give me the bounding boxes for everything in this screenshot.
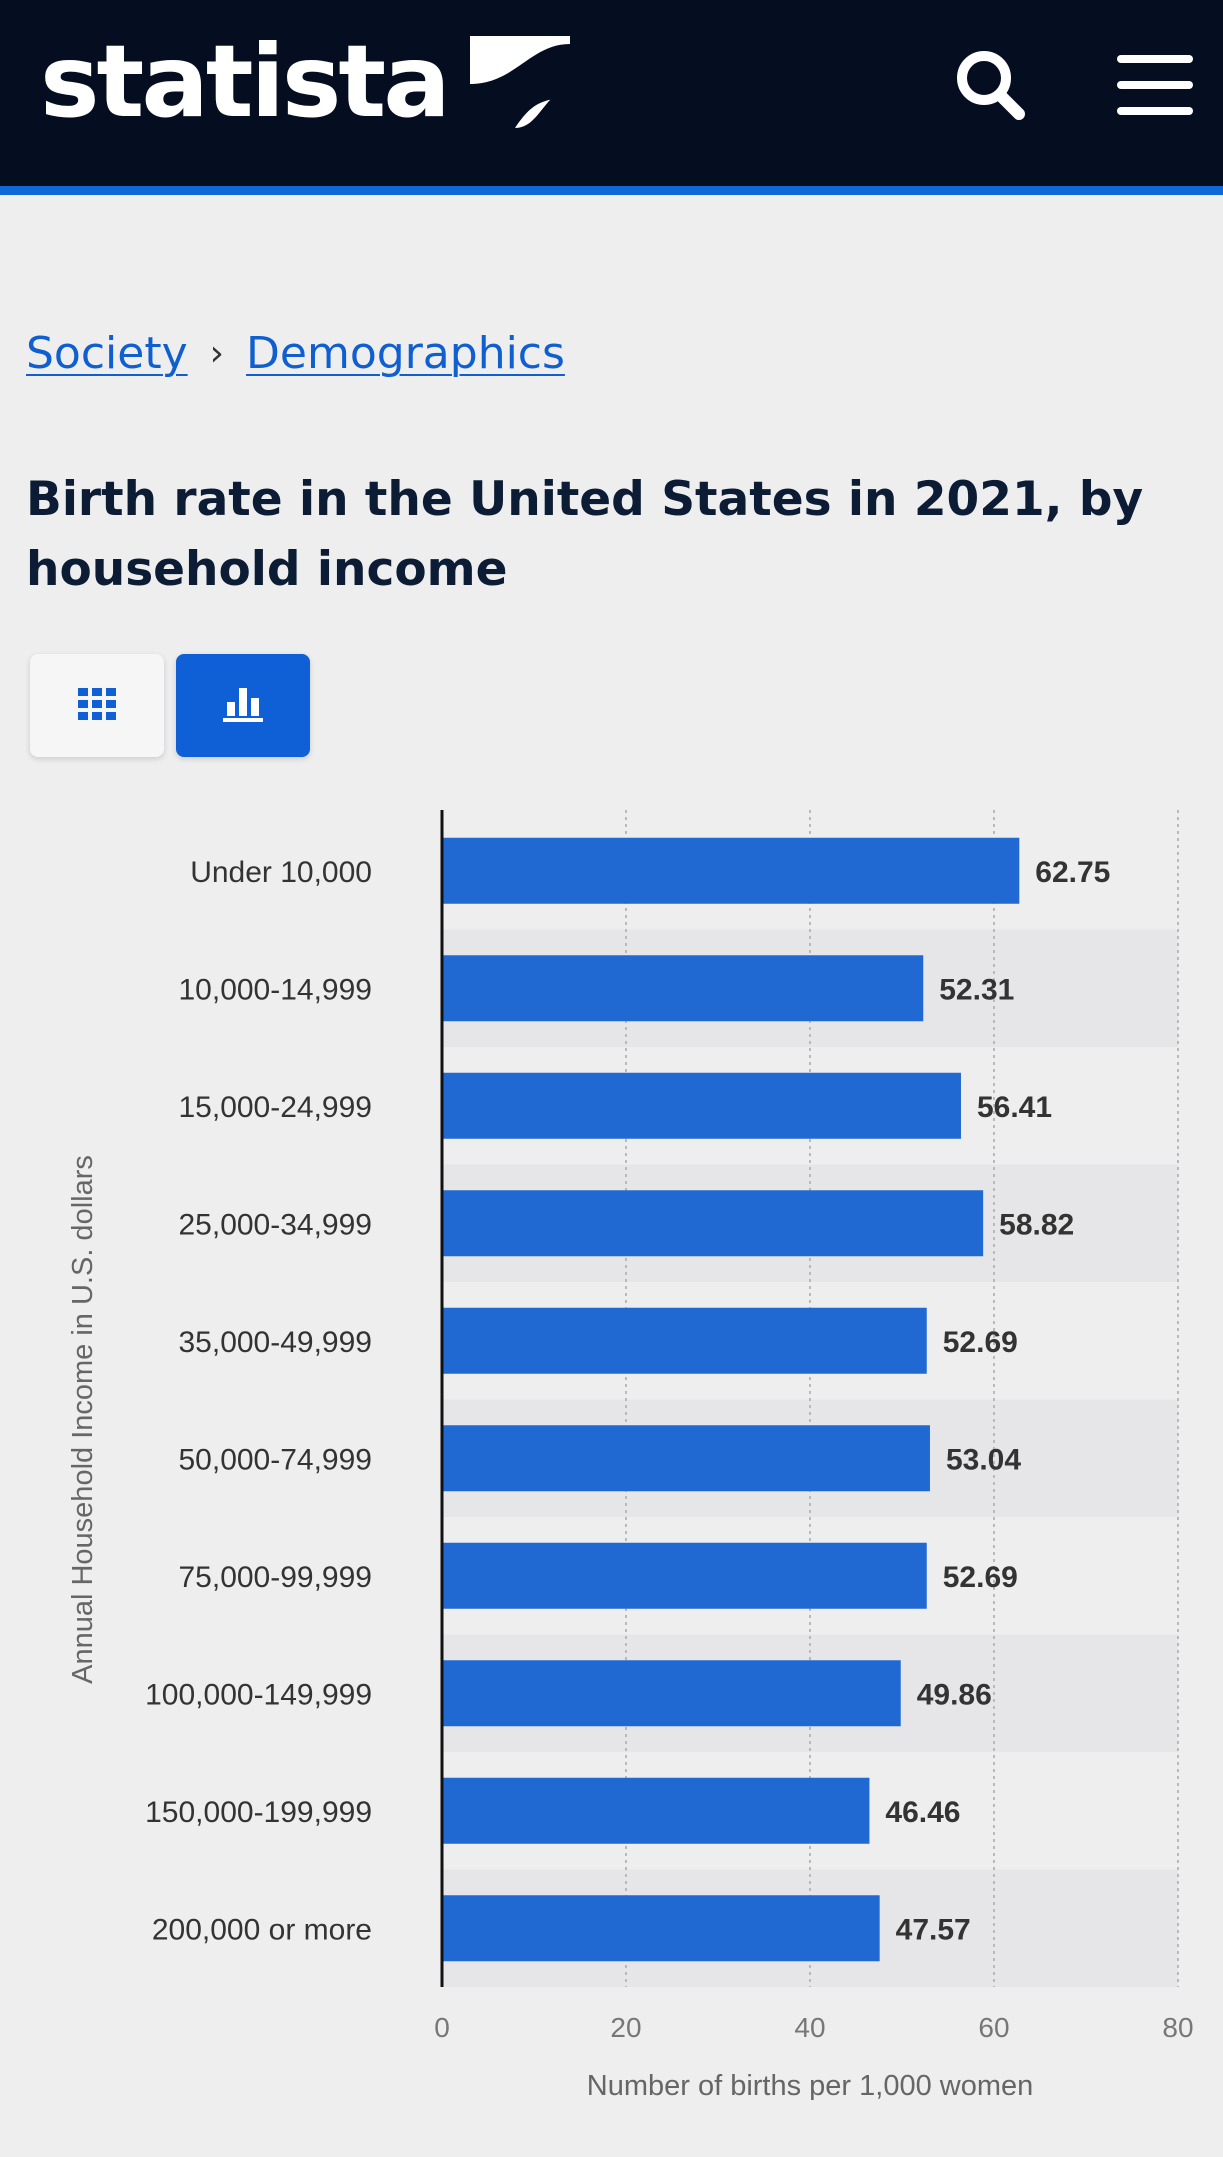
breadcrumb-link-demographics[interactable]: Demographics xyxy=(246,328,565,379)
bar xyxy=(442,1072,961,1139)
category-label: 35,000-49,999 xyxy=(178,1326,372,1359)
category-label: 200,000 or more xyxy=(152,1913,372,1946)
value-label: 58.82 xyxy=(999,1208,1074,1241)
top-navigation-bar: statista xyxy=(0,0,1223,195)
value-label: 56.41 xyxy=(977,1091,1052,1124)
statista-logo[interactable]: statista xyxy=(40,32,570,132)
value-label: 52.31 xyxy=(939,973,1014,1006)
y-axis-title: Annual Household Income in U.S. dollars xyxy=(67,1155,99,1684)
x-tick-label: 40 xyxy=(794,2012,825,2043)
chart-view-button[interactable] xyxy=(176,654,310,757)
logo-mark-icon xyxy=(469,36,570,128)
value-label: 46.46 xyxy=(885,1796,960,1829)
category-label: Under 10,000 xyxy=(190,856,372,889)
table-view-button[interactable] xyxy=(30,654,164,757)
bar xyxy=(442,1307,927,1374)
value-label: 52.69 xyxy=(943,1561,1018,1594)
value-label: 53.04 xyxy=(946,1443,1021,1476)
category-label: 15,000-24,999 xyxy=(178,1091,372,1124)
header-accent-line xyxy=(0,186,1223,195)
value-label: 52.69 xyxy=(943,1326,1018,1359)
bar xyxy=(442,1425,930,1492)
value-label: 62.75 xyxy=(1035,856,1110,889)
bar xyxy=(442,1777,870,1844)
category-label: 150,000-199,999 xyxy=(145,1796,372,1829)
x-tick-label: 60 xyxy=(978,2012,1009,2043)
category-label: 25,000-34,999 xyxy=(178,1208,372,1241)
breadcrumb-separator: › xyxy=(209,333,225,374)
bar-chart-svg: Under 10,000 62.75 10,000-14,999 52.31 15,00… xyxy=(67,810,1194,2100)
bar xyxy=(442,1660,901,1727)
page-title: Birth rate in the United States in 2021,… xyxy=(26,472,1144,597)
breadcrumb-link-society[interactable]: Society xyxy=(26,328,188,379)
x-tick-label: 80 xyxy=(1162,2012,1193,2043)
bar xyxy=(442,837,1020,904)
category-label: 100,000-149,999 xyxy=(145,1678,372,1711)
value-label: 47.57 xyxy=(896,1913,971,1946)
x-tick-label: 0 xyxy=(434,2012,450,2043)
bar-chart: Under 10,000 62.75 10,000-14,999 52.31 15,00… xyxy=(0,800,1223,2100)
category-label: 50,000-74,999 xyxy=(178,1443,372,1476)
bar xyxy=(442,1542,927,1609)
bar-chart-icon xyxy=(223,686,263,726)
bar xyxy=(442,955,924,1022)
search-icon[interactable] xyxy=(945,40,1035,130)
value-label: 49.86 xyxy=(917,1678,992,1711)
x-tick-label: 20 xyxy=(610,2012,641,2043)
category-label: 75,000-99,999 xyxy=(178,1561,372,1594)
hamburger-menu-icon[interactable] xyxy=(1110,40,1200,130)
logo-text: statista xyxy=(40,23,451,140)
breadcrumb: Society › Demographics xyxy=(26,328,565,379)
x-axis-title: Number of births per 1,000 women xyxy=(587,2070,1034,2100)
table-grid-icon xyxy=(78,687,116,724)
bar xyxy=(442,1895,880,1962)
bar xyxy=(442,1190,984,1257)
category-label: 10,000-14,999 xyxy=(178,973,372,1006)
